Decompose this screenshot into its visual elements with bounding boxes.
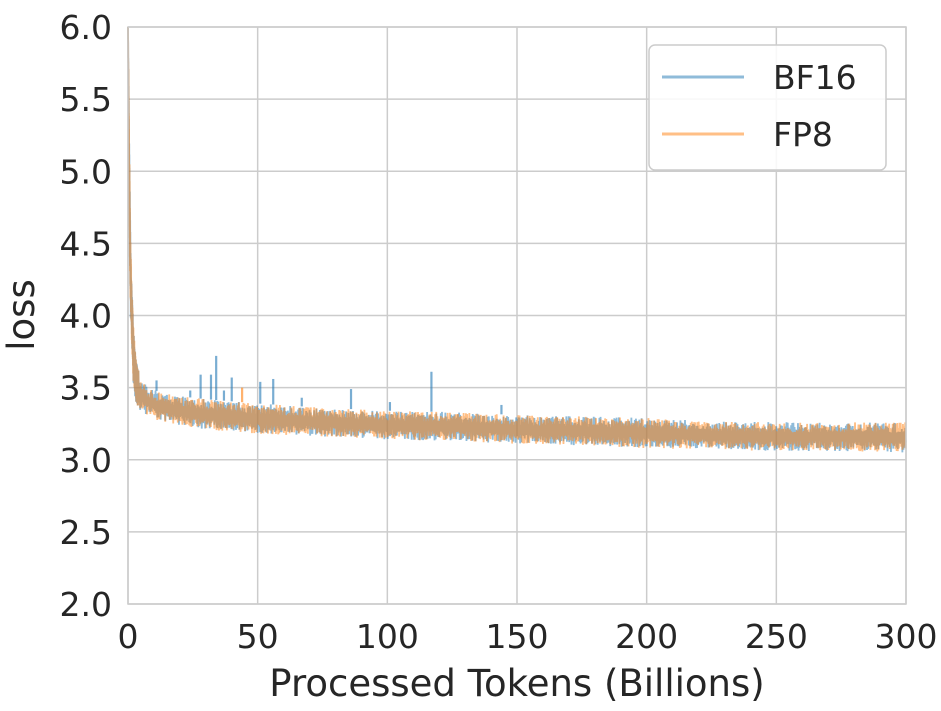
x-tick-label: 250 [745,617,808,656]
y-tick-label: 2.0 [60,585,112,624]
y-tick-label: 4.5 [60,224,112,263]
y-axis-label: loss [0,279,43,350]
x-tick-label: 100 [356,617,419,656]
series-band-fp8 [127,26,907,452]
series-layer [127,26,907,453]
x-tick-labels: 0 50 100 150 200 250 300 [118,617,938,656]
y-tick-labels: 2.0 2.5 3.0 3.5 4.0 4.5 5.0 5.5 6.0 [60,8,112,624]
y-tick-label: 3.5 [60,369,112,408]
series-fp8 [127,26,907,452]
x-tick-label: 150 [486,617,549,656]
x-axis-label: Processed Tokens (Billions) [269,662,764,705]
y-tick-label: 5.5 [60,80,112,119]
legend-label-fp8: FP8 [773,115,833,154]
legend: BF16 FP8 [648,44,887,171]
x-tick-label: 0 [118,617,139,656]
plot-frame [127,26,907,605]
legend-label-bf16: BF16 [773,58,857,97]
x-tick-label: 300 [875,617,938,656]
x-tick-label: 200 [615,617,678,656]
y-tick-label: 6.0 [60,8,112,47]
x-tick-label: 50 [237,617,279,656]
y-tick-label: 3.0 [60,441,112,480]
y-tick-label: 2.5 [60,513,112,552]
y-tick-label: 5.0 [60,152,112,191]
y-tick-label: 4.0 [60,297,112,336]
